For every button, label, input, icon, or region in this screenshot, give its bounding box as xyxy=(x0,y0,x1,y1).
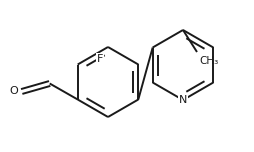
Text: CH₃: CH₃ xyxy=(199,56,218,66)
Text: F: F xyxy=(97,54,103,64)
Text: N: N xyxy=(179,95,187,105)
Text: O: O xyxy=(9,86,18,97)
